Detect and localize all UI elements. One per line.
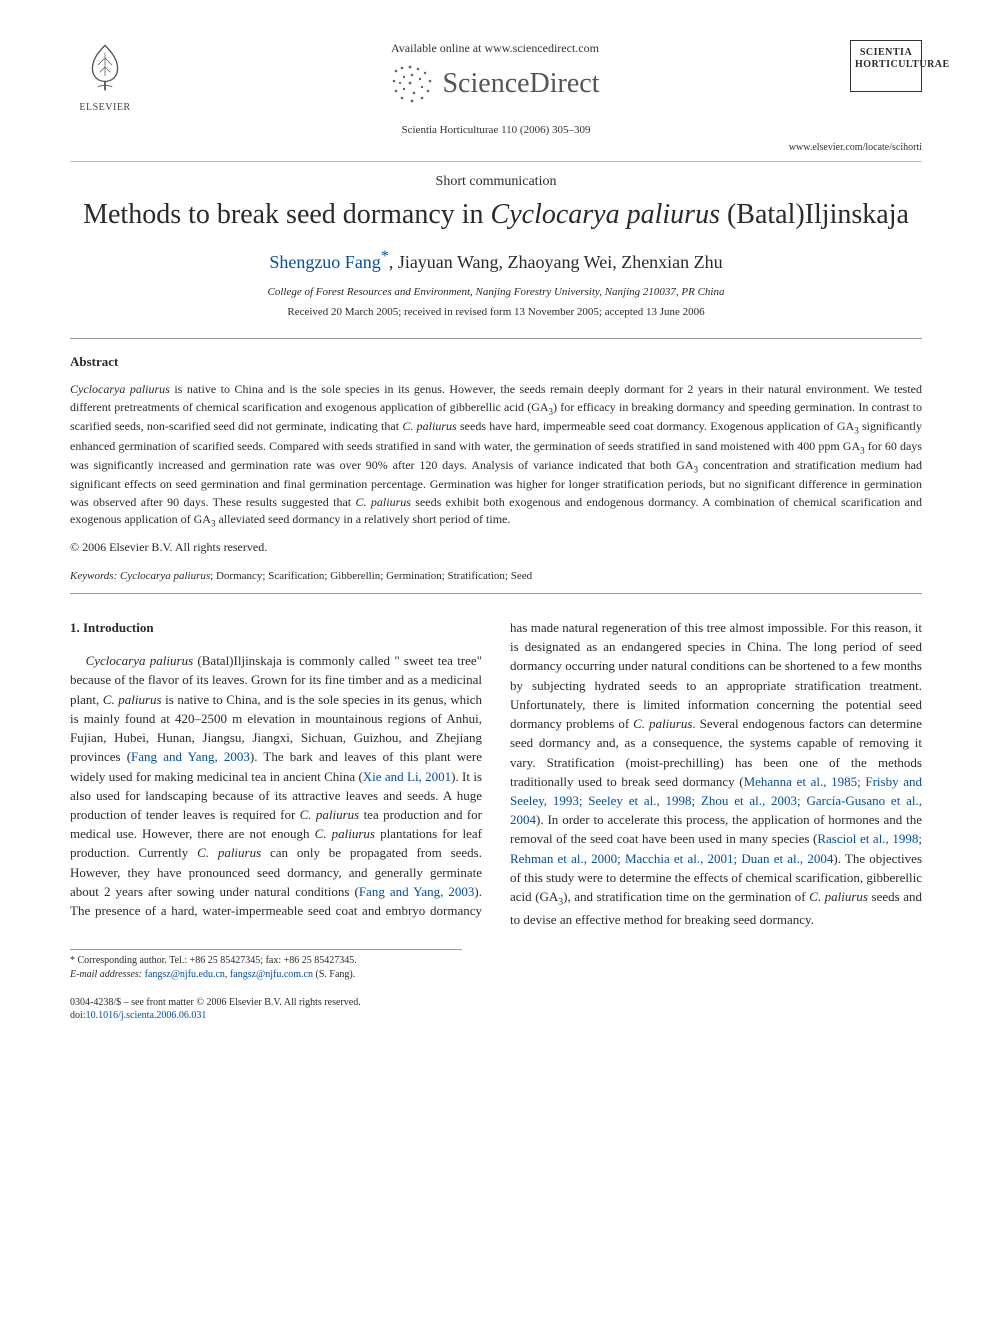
title-text-pre: Methods to break seed dormancy in xyxy=(83,199,490,230)
journal-reference: Scientia Horticulturae 110 (2006) 305–30… xyxy=(70,123,922,138)
sd-stipple-icon xyxy=(390,63,434,105)
species-name: C. paliurus xyxy=(103,692,162,707)
species-name: C. paliurus xyxy=(300,807,360,822)
journal-locate-url: www.elsevier.com/locate/scihorti xyxy=(70,141,922,155)
citation-link[interactable]: Fang and Yang, 2003 xyxy=(131,749,250,764)
sciencedirect-block: Available online at www.sciencedirect.co… xyxy=(140,40,850,110)
footnotes: * Corresponding author. Tel.: +86 25 854… xyxy=(70,949,462,982)
email-line: E-mail addresses: fangsz@njfu.edu.cn, fa… xyxy=(70,968,462,982)
abstract-text: alleviated seed dormancy in a relatively… xyxy=(215,512,510,526)
keywords-label: Keywords: xyxy=(70,570,117,582)
article-type: Short communication xyxy=(70,172,922,192)
abstract-species-2: C. paliurus xyxy=(402,419,456,433)
email-link[interactable]: fangsz@njfu.com.cn xyxy=(230,969,313,980)
abstract-body: Cyclocarya paliurus is native to China a… xyxy=(70,381,922,530)
elsevier-tree-icon xyxy=(78,40,132,94)
author-link-corresponding[interactable]: Shengzuo Fang xyxy=(269,252,381,272)
abstract-heading: Abstract xyxy=(70,353,922,371)
email-author-name: (S. Fang). xyxy=(313,969,355,980)
citation-link[interactable]: Fang and Yang, 2003 xyxy=(359,884,475,899)
abstract-copyright: © 2006 Elsevier B.V. All rights reserved… xyxy=(70,539,922,556)
species-name: C. paliurus xyxy=(315,826,375,841)
keywords-list: ; Dormancy; Scarification; Gibberellin; … xyxy=(210,570,532,582)
doi-label: doi: xyxy=(70,1010,86,1021)
email-label: E-mail addresses: xyxy=(70,969,142,980)
species-name: C. paliurus xyxy=(197,845,261,860)
doi-link[interactable]: 10.1016/j.scienta.2006.06.031 xyxy=(86,1010,207,1021)
species-name: Cyclocarya paliurus xyxy=(86,653,194,668)
divider xyxy=(70,338,922,339)
title-species: Cyclocarya paliurus xyxy=(491,199,720,230)
page-footer: 0304-4238/$ – see front matter © 2006 El… xyxy=(70,996,922,1022)
divider xyxy=(70,593,922,594)
abstract-species-1: Cyclocarya paliurus xyxy=(70,382,170,396)
sciencedirect-wordmark: ScienceDirect xyxy=(442,64,599,103)
doi-line: doi:10.1016/j.scienta.2006.06.031 xyxy=(70,1009,922,1022)
authors-rest: , Jiayuan Wang, Zhaoyang Wei, Zhenxian Z… xyxy=(389,252,723,272)
species-name: C. paliurus xyxy=(633,716,692,731)
email-link[interactable]: fangsz@njfu.edu.cn xyxy=(145,969,225,980)
section-heading-intro: 1. Introduction xyxy=(70,618,482,637)
header-row: ELSEVIER Available online at www.science… xyxy=(70,40,922,115)
abstract-text: seeds have hard, impermeable seed coat d… xyxy=(457,419,855,433)
article-title: Methods to break seed dormancy in Cycloc… xyxy=(70,197,922,232)
keywords: Keywords: Cyclocarya paliurus; Dormancy;… xyxy=(70,569,922,584)
body-columns: 1. Introduction Cyclocarya paliurus (Bat… xyxy=(70,618,922,930)
keywords-species: Cyclocarya paliurus xyxy=(120,570,210,582)
sciencedirect-logo: ScienceDirect xyxy=(390,63,599,105)
available-online-text: Available online at www.sciencedirect.co… xyxy=(140,40,850,57)
corresponding-mark[interactable]: * xyxy=(381,248,389,265)
citation-link[interactable]: Xie and Li, 2001 xyxy=(363,769,451,784)
front-matter-line: 0304-4238/$ – see front matter © 2006 El… xyxy=(70,996,922,1009)
body-text: ), and stratification time on the germin… xyxy=(563,889,809,904)
species-name: C. paliurus xyxy=(809,889,868,904)
abstract-species-3: C. paliurus xyxy=(356,495,411,509)
title-text-post: (Batal)Iljinskaja xyxy=(720,199,909,230)
elsevier-logo: ELSEVIER xyxy=(70,40,140,115)
corresponding-author-note: * Corresponding author. Tel.: +86 25 854… xyxy=(70,954,462,968)
divider xyxy=(70,161,922,162)
affiliation: College of Forest Resources and Environm… xyxy=(70,285,922,300)
journal-cover-title: SCIENTIA HORTICULTURAE xyxy=(855,47,917,71)
authors: Shengzuo Fang*, Jiayuan Wang, Zhaoyang W… xyxy=(70,246,922,275)
journal-cover: SCIENTIA HORTICULTURAE xyxy=(850,40,922,92)
article-dates: Received 20 March 2005; received in revi… xyxy=(70,305,922,320)
intro-paragraph: Cyclocarya paliurus (Batal)Iljinskaja is… xyxy=(70,618,922,930)
elsevier-label: ELSEVIER xyxy=(70,101,140,115)
